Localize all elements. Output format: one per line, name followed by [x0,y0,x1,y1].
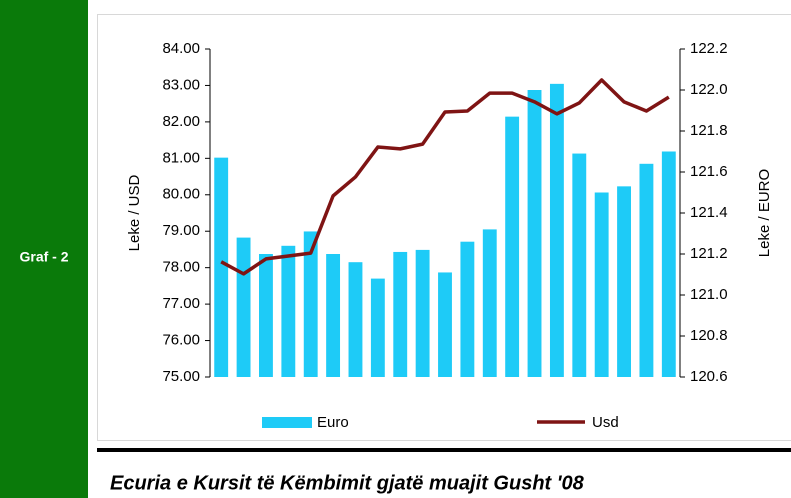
y-tick-label: 79.00 [162,222,200,239]
y2-tick-label: 122.2 [690,40,728,57]
y-tick-label: 84.00 [162,40,200,57]
bar [303,231,318,377]
bar [505,116,520,378]
y-tick-label: 80.00 [162,186,200,203]
legend-swatch [262,417,312,428]
y2-tick-label: 121.8 [690,122,728,139]
bar [348,262,363,377]
line [220,78,670,276]
y2-tick-label: 122.0 [690,81,728,98]
bar [617,186,631,377]
bar [527,90,542,377]
bar [259,254,273,377]
caption: Ecuria e Kursit të Këmbimit gjatë muajit… [110,472,585,494]
y-tick-label: 83.00 [162,76,200,93]
bar [281,245,296,377]
y2-tick-label: 120.8 [690,327,728,344]
y-tick-label: 75.00 [162,368,200,385]
bar [661,151,676,377]
y-tick-label: 78.00 [162,259,200,276]
bar [326,254,341,377]
y-axis-label: Leke / USD [126,174,143,251]
y2-tick-label: 120.6 [690,368,728,385]
sidebar-label: Graf - 2 [19,249,68,265]
y-tick-label: 82.00 [162,113,200,130]
y2-tick-label: 121.4 [690,204,728,221]
bar [482,229,497,377]
legend-label: Euro [317,414,349,431]
bar [214,157,229,377]
bar [639,163,654,377]
bar [460,241,475,377]
y2-tick-label: 121.2 [690,245,728,262]
legend-label: Usd [592,414,619,431]
y2-tick-label: 121.6 [690,163,728,180]
bar [572,153,587,377]
bar [594,192,609,377]
y2-axis-label: Leke / EURO [756,169,773,257]
sidebar [0,0,88,498]
bar [370,278,385,377]
y-tick-label: 81.00 [162,149,200,166]
y2-tick-label: 121.0 [690,286,728,303]
bar [549,83,564,377]
bar [236,237,251,377]
y-tick-label: 76.00 [162,332,200,349]
bar [415,249,430,377]
bar [393,251,408,377]
y-tick-label: 77.00 [162,295,200,312]
bar [438,272,452,377]
